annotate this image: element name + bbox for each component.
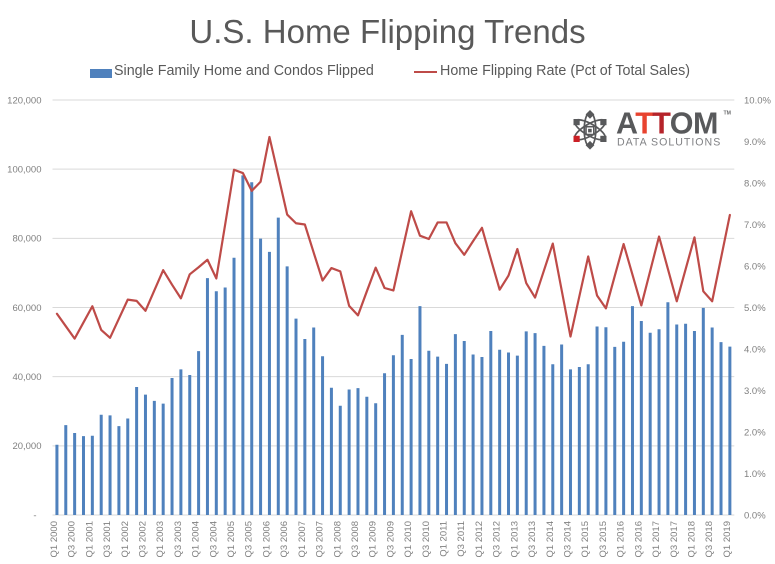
svg-text:40,000: 40,000 <box>12 372 41 383</box>
svg-text:Q3 2014: Q3 2014 <box>562 521 573 557</box>
svg-text:Q1 2011: Q1 2011 <box>439 521 450 557</box>
svg-text:120,000: 120,000 <box>7 95 41 106</box>
svg-text:Q3 2001: Q3 2001 <box>102 521 113 557</box>
svg-text:Q1 2004: Q1 2004 <box>191 521 202 557</box>
svg-text:Q3 2007: Q3 2007 <box>315 521 326 557</box>
svg-text:Q1 2000: Q1 2000 <box>49 521 60 557</box>
svg-text:Q3 2008: Q3 2008 <box>350 521 361 557</box>
svg-text:Q3 2000: Q3 2000 <box>67 521 78 557</box>
svg-text:Q3 2012: Q3 2012 <box>492 521 503 557</box>
svg-text:-: - <box>33 510 36 521</box>
svg-text:Q3 2006: Q3 2006 <box>279 521 290 557</box>
svg-text:Q3 2011: Q3 2011 <box>456 521 467 557</box>
svg-text:60,000: 60,000 <box>12 303 41 314</box>
svg-text:Q3 2016: Q3 2016 <box>633 521 644 557</box>
svg-text:3.0%: 3.0% <box>744 386 766 397</box>
svg-text:Q3 2004: Q3 2004 <box>208 521 219 557</box>
svg-text:Q1 2005: Q1 2005 <box>226 521 237 557</box>
svg-text:Q1 2001: Q1 2001 <box>84 521 95 557</box>
svg-text:Q1 2012: Q1 2012 <box>474 521 485 557</box>
svg-text:ATTOM: ATTOM <box>616 107 718 141</box>
svg-text:Q1 2007: Q1 2007 <box>297 521 308 557</box>
svg-text:Q3 2018: Q3 2018 <box>704 521 715 557</box>
svg-text:Q3 2015: Q3 2015 <box>598 521 609 557</box>
svg-text:Q3 2017: Q3 2017 <box>669 521 680 557</box>
svg-text:DATA SOLUTIONS: DATA SOLUTIONS <box>617 137 721 149</box>
svg-text:Q1 2009: Q1 2009 <box>368 521 379 557</box>
svg-text:7.0%: 7.0% <box>744 220 766 231</box>
svg-text:Q1 2006: Q1 2006 <box>261 521 272 557</box>
svg-text:Q1 2002: Q1 2002 <box>120 521 131 557</box>
svg-text:80,000: 80,000 <box>12 234 41 245</box>
svg-text:Q1 2013: Q1 2013 <box>509 521 520 557</box>
svg-text:TM: TM <box>724 111 732 117</box>
svg-text:6.0%: 6.0% <box>744 261 766 272</box>
svg-text:0.0%: 0.0% <box>744 510 766 521</box>
svg-text:8.0%: 8.0% <box>744 178 766 189</box>
svg-text:Q3 2005: Q3 2005 <box>244 521 255 557</box>
svg-text:Q1 2019: Q1 2019 <box>722 521 733 557</box>
svg-text:Q1 2014: Q1 2014 <box>545 521 556 557</box>
svg-text:Q1 2016: Q1 2016 <box>616 521 627 557</box>
svg-text:2.0%: 2.0% <box>744 427 766 438</box>
svg-text:Q3 2013: Q3 2013 <box>527 521 538 557</box>
svg-text:Q1 2010: Q1 2010 <box>403 521 414 557</box>
svg-text:Q1 2008: Q1 2008 <box>332 521 343 557</box>
svg-text:Q1 2017: Q1 2017 <box>651 521 662 557</box>
svg-text:Q3 2009: Q3 2009 <box>385 521 396 557</box>
svg-text:Q1 2018: Q1 2018 <box>686 521 697 557</box>
svg-text:20,000: 20,000 <box>12 441 41 452</box>
svg-text:Q1 2015: Q1 2015 <box>580 521 591 557</box>
svg-text:Q3 2002: Q3 2002 <box>137 521 148 557</box>
svg-text:9.0%: 9.0% <box>744 137 766 148</box>
svg-text:Q3 2003: Q3 2003 <box>173 521 184 557</box>
svg-text:100,000: 100,000 <box>7 165 41 176</box>
svg-text:4.0%: 4.0% <box>744 344 766 355</box>
svg-text:Q3 2010: Q3 2010 <box>421 521 432 557</box>
svg-text:10.0%: 10.0% <box>744 95 771 106</box>
svg-text:Q1 2003: Q1 2003 <box>155 521 166 557</box>
svg-text:1.0%: 1.0% <box>744 469 766 480</box>
svg-text:5.0%: 5.0% <box>744 303 766 314</box>
